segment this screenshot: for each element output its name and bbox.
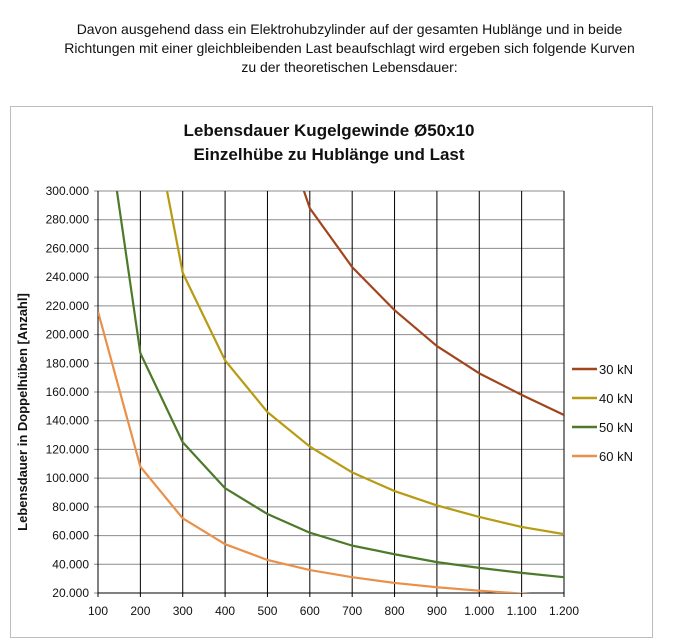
y-tick-label: 260.000: [46, 241, 90, 255]
legend-label: 30 kN: [599, 362, 633, 377]
y-tick-label: 140.000: [46, 414, 90, 428]
grid-lines: [94, 190, 565, 597]
y-tick-label: 160.000: [46, 385, 90, 399]
y-axis-label: Lebensdauer in Doppelhüben [Anzahl]: [15, 293, 30, 531]
series-entry-50-kn: [115, 191, 142, 354]
x-tick-label: 700: [342, 604, 362, 618]
legend-label: 40 kN: [599, 391, 633, 406]
y-tick-label: 300.000: [46, 184, 90, 198]
y-tick-label: 180.000: [46, 356, 90, 370]
legend-label: 60 kN: [599, 449, 633, 464]
y-tick-label: 280.000: [46, 213, 90, 227]
y-tick-label: 200.000: [46, 328, 90, 342]
series-line-50-kn: [139, 352, 564, 579]
series-line-30-kn: [308, 207, 564, 416]
x-tick-label: 900: [427, 604, 447, 618]
chart-title-line-2: Einzelhübe zu Hublänge und Last: [193, 145, 464, 164]
y-tick-label: 60.000: [52, 529, 89, 543]
y-tick-label: 40.000: [52, 557, 89, 571]
x-tick-label: 200: [130, 604, 150, 618]
series-entry-30-kn: [302, 191, 311, 209]
x-tick-label: 100: [88, 604, 108, 618]
series-line-40-kn: [181, 272, 564, 536]
x-axis-ticks: 100 200 300 400 500 600 700 800 900 1.000 1.100 1.2…: [88, 604, 579, 618]
intro-line-3: zu der theoretischen Lebensdauer:: [241, 59, 458, 75]
chart-container: Lebensdauer Kugelgewinde Ø50x10 Einzelhü…: [10, 106, 653, 638]
series-lines: [98, 191, 564, 593]
y-tick-label: 80.000: [52, 500, 89, 514]
y-tick-label: 20.000: [52, 586, 89, 600]
series-line-60-kn: [98, 311, 532, 593]
y-tick-label: 240.000: [46, 270, 90, 284]
x-tick-label: 300: [173, 604, 193, 618]
x-tick-label: 400: [215, 604, 235, 618]
intro-line-2: Richtungen mit einer gleichbleibenden La…: [64, 40, 635, 56]
x-tick-label: 1.000: [464, 604, 494, 618]
legend: 30 kN 40 kN 50 kN 60 kN: [572, 362, 633, 464]
x-tick-label: 1.200: [549, 604, 579, 618]
y-axis-ticks: 20.000 40.000 60.000 80.000 100.000 120.000 14…: [46, 184, 90, 600]
series-entry-40-kn: [165, 191, 184, 274]
chart-title-line-1: Lebensdauer Kugelgewinde Ø50x10: [184, 121, 475, 140]
lifetime-line-chart: Lebensdauer Kugelgewinde Ø50x10 Einzelhü…: [15, 121, 633, 618]
intro-text: Davon ausgehend dass ein Elektrohubzylin…: [0, 20, 699, 77]
x-tick-label: 500: [257, 604, 277, 618]
y-tick-label: 100.000: [46, 471, 90, 485]
x-tick-label: 1.100: [507, 604, 537, 618]
x-tick-label: 600: [300, 604, 320, 618]
x-tick-label: 800: [385, 604, 405, 618]
legend-label: 50 kN: [599, 420, 633, 435]
intro-line-1: Davon ausgehend dass ein Elektrohubzylin…: [76, 21, 623, 37]
y-tick-label: 220.000: [46, 299, 90, 313]
y-tick-label: 120.000: [46, 442, 90, 456]
